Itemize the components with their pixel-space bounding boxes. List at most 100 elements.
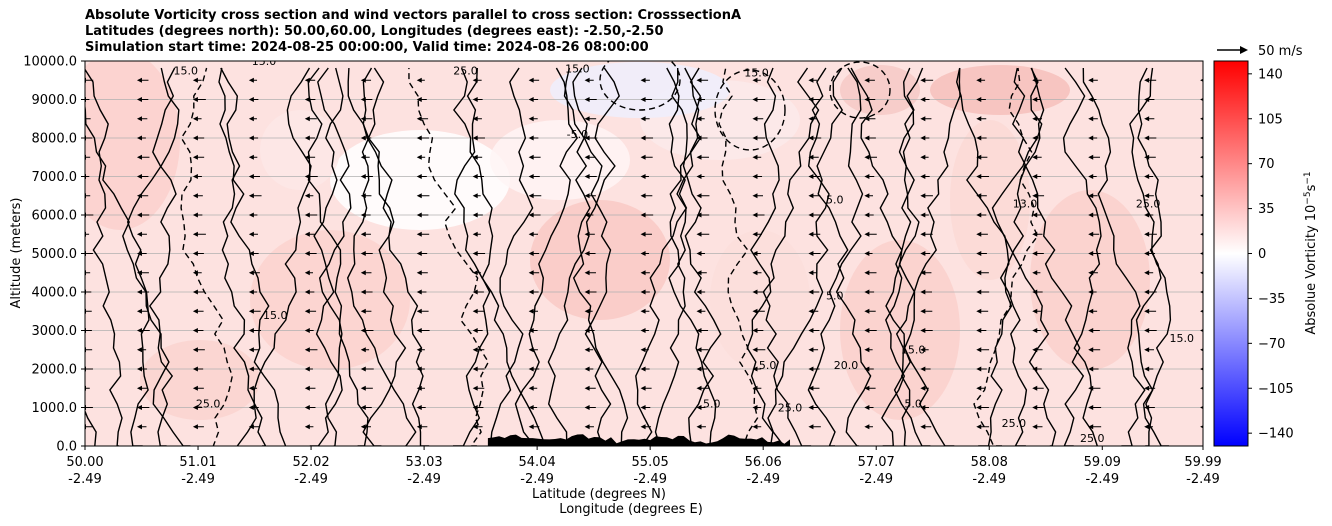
wind-vector-head bbox=[920, 154, 926, 160]
wind-vector-head bbox=[1200, 155, 1203, 159]
x-tick-label-lon: -2.49 bbox=[746, 472, 780, 487]
wind-vector-head bbox=[1200, 329, 1203, 332]
wind-vector-head bbox=[192, 77, 198, 83]
wind-vector-head bbox=[528, 174, 534, 179]
wind-vector-head bbox=[1032, 405, 1038, 410]
contour-line bbox=[454, 67, 549, 446]
x-tick-label-lat: 58.08 bbox=[971, 455, 1008, 470]
contour-line bbox=[317, 67, 352, 446]
wind-vector-head bbox=[192, 366, 198, 372]
wind-vector-head bbox=[976, 135, 982, 141]
wind-vector-head bbox=[864, 424, 870, 430]
contour-line bbox=[148, 67, 177, 446]
wind-vector-head bbox=[864, 154, 870, 160]
y-tick-label: 10000.0 bbox=[23, 55, 77, 70]
x-tick-label-lat: 50.00 bbox=[66, 455, 103, 470]
wind-vector-head bbox=[1032, 193, 1038, 199]
wind-vector-head bbox=[136, 405, 142, 410]
wind-vector-head bbox=[360, 212, 366, 218]
wind-vector-head bbox=[360, 116, 366, 122]
wind-vector-head bbox=[696, 366, 702, 372]
wind-vector-head bbox=[696, 135, 702, 141]
contour-line bbox=[955, 67, 1028, 446]
x-tick-label-lat: 57.07 bbox=[858, 455, 895, 470]
wind-vector-head bbox=[528, 212, 534, 218]
wind-vector-head bbox=[192, 154, 198, 160]
wind-vector-head bbox=[360, 193, 366, 199]
wind-vector-head bbox=[472, 212, 478, 218]
wind-vector-head bbox=[864, 270, 870, 276]
wind-vector-head bbox=[1032, 424, 1038, 430]
wind-vector-head bbox=[808, 212, 814, 218]
contour-line bbox=[816, 67, 872, 446]
wind-vector-head bbox=[920, 212, 926, 218]
wind-vector-head bbox=[1088, 270, 1094, 276]
wind-vector-head bbox=[416, 135, 422, 141]
wind-vector-head bbox=[528, 328, 534, 333]
wind-vector-head bbox=[528, 251, 534, 256]
contour-line bbox=[220, 67, 267, 446]
wind-vector-head bbox=[472, 116, 478, 122]
wind-vector-head bbox=[416, 174, 422, 179]
wind-vector-head bbox=[696, 212, 702, 218]
contour-line bbox=[572, 67, 612, 446]
wind-vector-head bbox=[136, 270, 142, 276]
wind-vector-head bbox=[584, 308, 590, 314]
wind-vector-head bbox=[976, 251, 982, 256]
wind-vector-head bbox=[920, 97, 926, 102]
wind-vector-head bbox=[192, 231, 198, 237]
colorbar-tick-label: −70 bbox=[1258, 337, 1285, 352]
wind-vector-head bbox=[640, 193, 646, 199]
x-tick-label-lon: -2.49 bbox=[520, 472, 554, 487]
contour-line bbox=[547, 67, 620, 446]
contour-line bbox=[973, 67, 1039, 446]
wind-vector-head bbox=[920, 77, 926, 83]
wind-vector-head bbox=[472, 405, 478, 410]
wind-vector-head bbox=[920, 424, 926, 430]
wind-vector-head bbox=[1088, 424, 1094, 430]
wind-vector-head bbox=[808, 385, 814, 391]
wind-vector-head bbox=[584, 174, 590, 179]
contour-label: 13.0 bbox=[1013, 197, 1038, 210]
wind-vector-head bbox=[1144, 270, 1150, 276]
wind-vector-head bbox=[1144, 289, 1150, 295]
contour-label: 5.0 bbox=[703, 398, 721, 411]
wind-vector-head bbox=[1088, 289, 1094, 295]
wind-vector-head bbox=[752, 193, 758, 199]
wind-vector-head bbox=[304, 366, 310, 372]
wind-vector-head bbox=[192, 347, 198, 353]
wind-vector-head bbox=[1200, 136, 1203, 140]
wind-vector-head bbox=[584, 77, 590, 83]
wind-vector-head bbox=[920, 231, 926, 237]
wind-vector-head bbox=[360, 77, 366, 83]
wind-vector-head bbox=[528, 154, 534, 160]
wind-vector-head bbox=[136, 231, 142, 237]
wind-vector-head bbox=[416, 116, 422, 122]
wind-vector-head bbox=[360, 135, 366, 141]
wind-vector-head bbox=[136, 174, 142, 179]
wind-vector-head bbox=[976, 366, 982, 372]
wind-vector-head bbox=[360, 347, 366, 353]
wind-vector-head bbox=[696, 97, 702, 102]
y-tick-label: 4000.0 bbox=[32, 286, 78, 301]
wind-vector-head bbox=[1032, 174, 1038, 179]
wind-vector-head bbox=[1144, 385, 1150, 391]
wind-vector-head bbox=[864, 135, 870, 141]
wind-vector-head bbox=[696, 116, 702, 122]
wind-vector-head bbox=[1144, 116, 1150, 122]
wind-vector-head bbox=[1200, 194, 1203, 198]
wind-vector-head bbox=[136, 289, 142, 295]
contour-line bbox=[563, 67, 629, 446]
wind-vector-head bbox=[808, 270, 814, 276]
contour-label: 5.0 bbox=[826, 193, 844, 206]
x-tick-label-lat: 54.04 bbox=[519, 455, 556, 470]
wind-vector-head bbox=[248, 231, 254, 237]
wind-vector-head bbox=[1200, 213, 1203, 217]
colorbar-tick-label: 105 bbox=[1258, 112, 1283, 127]
wind-vector-head bbox=[920, 193, 926, 199]
wind-vector-head bbox=[584, 328, 590, 333]
wind-vector-head bbox=[808, 231, 814, 237]
wind-vector-head bbox=[304, 347, 310, 353]
contour-label: 25.0 bbox=[1002, 417, 1027, 430]
wind-vector-head bbox=[864, 251, 870, 256]
